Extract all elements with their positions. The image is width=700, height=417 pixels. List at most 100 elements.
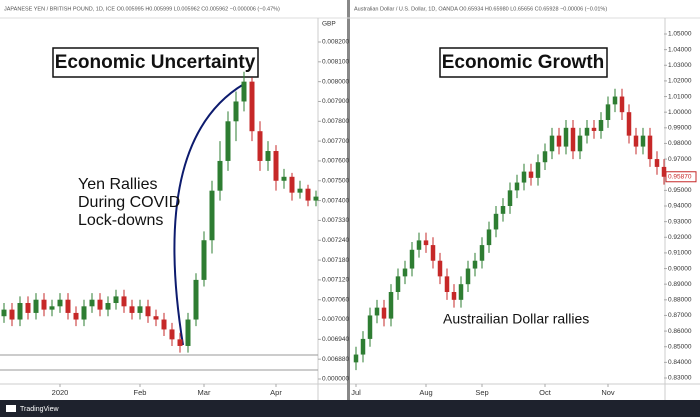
candle-body (297, 188, 303, 193)
y-tick-label: 0.95000 (668, 187, 692, 194)
candle-body (353, 354, 359, 363)
y-tick-label: 0.99000 (668, 125, 692, 132)
candle-body (507, 190, 513, 206)
y-tick-label: 0.84000 (668, 359, 692, 366)
candle-body (25, 303, 31, 313)
x-tick-label: Mar (198, 388, 211, 397)
candle-body (209, 190, 215, 241)
candle-body (416, 240, 422, 250)
y-tick-label: 0.97000 (668, 156, 692, 163)
candle-body (137, 306, 143, 313)
candle-body (225, 121, 231, 161)
candle-body (193, 279, 199, 320)
y-tick-label: 1.03000 (668, 62, 692, 69)
y-tick-label: 0.87000 (668, 312, 692, 319)
y-tick-label: 0.93000 (668, 218, 692, 225)
candle-body (500, 206, 506, 214)
candle-body (542, 151, 548, 163)
candle-body (472, 260, 478, 269)
candle-body (273, 151, 279, 181)
y-tick-label: 0.007180 (322, 257, 349, 264)
footer-text: TradingView (20, 406, 59, 413)
logo (6, 405, 16, 412)
candle-body (73, 312, 79, 320)
candle-body (129, 306, 135, 313)
candle-body (395, 276, 401, 292)
candle-body (360, 338, 366, 355)
y-tick-label: 1.00000 (668, 109, 692, 116)
candle-body (374, 307, 380, 316)
candle-body (612, 96, 618, 105)
candle-body (105, 303, 111, 310)
y-tick-label: 1.04000 (668, 46, 692, 53)
candle-body (640, 135, 646, 147)
x-tick-label: 2020 (52, 388, 69, 397)
candle-body (185, 319, 191, 346)
y-tick-label: 0.83000 (668, 375, 692, 382)
y-tick-label: 0.007700 (322, 138, 349, 145)
footer-bar (0, 400, 700, 417)
annotation-text: Lock-downs (78, 212, 163, 229)
x-tick-label: Feb (134, 388, 147, 397)
last-price-tag (665, 171, 697, 183)
candle-body (169, 329, 175, 340)
candle-body (409, 249, 415, 269)
y-tick-label: 0.007600 (322, 158, 349, 165)
y-tick-label: 0.98000 (668, 140, 692, 147)
candle-body (249, 81, 255, 132)
candle-body (33, 299, 39, 313)
y-tick-label: 0.007800 (322, 118, 349, 125)
y-tick-label: 0.85000 (668, 343, 692, 350)
candle-body (281, 176, 287, 181)
chart-header: JAPANESE YEN / BRITISH POUND, 1D, ICE O0… (4, 6, 280, 12)
candle-body (591, 127, 597, 131)
candle-body (57, 299, 63, 307)
y-tick-label: 0.94000 (668, 203, 692, 210)
y-tick-label: 0.90000 (668, 265, 692, 272)
candle-body (65, 299, 71, 313)
candle-body (563, 127, 569, 147)
charts: JAPANESE YEN / BRITISH POUND, 1D, ICE O0… (1, 6, 697, 397)
candle-body (367, 315, 373, 339)
candle-body (437, 260, 443, 277)
candle-body (577, 135, 583, 152)
y-tick-label: 0.007500 (322, 177, 349, 184)
candle-body (486, 229, 492, 246)
candle-body (402, 268, 408, 277)
y-tick-label: 0.008000 (322, 78, 349, 85)
candle-body (458, 284, 464, 300)
candle-body (654, 159, 660, 167)
chart-header: Australian Dollar / U.S. Dollar, 1D, OAN… (354, 6, 607, 12)
y-tick-label: 0.007060 (322, 296, 349, 303)
candle-body (9, 309, 15, 320)
candle-body (388, 292, 394, 319)
y-tick-label: 0.007400 (322, 197, 349, 204)
candle-body (121, 296, 127, 307)
candle-body (514, 182, 520, 191)
y-tick-label: 0.007240 (322, 237, 349, 244)
candle-body (451, 292, 457, 300)
y-tick-label: 0.89000 (668, 281, 692, 288)
candle-body (1, 309, 7, 317)
y-tick-label: 1.02000 (668, 78, 692, 85)
candle-body (619, 96, 625, 113)
candle-body (598, 120, 604, 131)
panel-separator (347, 0, 350, 400)
annotation-text: Yen Rallies (78, 176, 157, 193)
candle-body (305, 188, 311, 201)
candle-body (570, 127, 576, 152)
candle-body (647, 135, 653, 160)
candle-body (89, 299, 95, 307)
annotation-text: During COVID (78, 194, 180, 211)
candle-body (661, 166, 667, 177)
annotation-text: Austrailian Dollar rallies (443, 311, 589, 327)
candle-body (241, 81, 247, 102)
candle-body (493, 213, 499, 230)
candle-body (217, 160, 223, 191)
candle-body (479, 245, 485, 261)
title-box (52, 47, 259, 78)
x-tick-label: Nov (601, 388, 615, 397)
candle-body (465, 268, 471, 285)
y-tick-label: 0.006880 (322, 356, 349, 363)
